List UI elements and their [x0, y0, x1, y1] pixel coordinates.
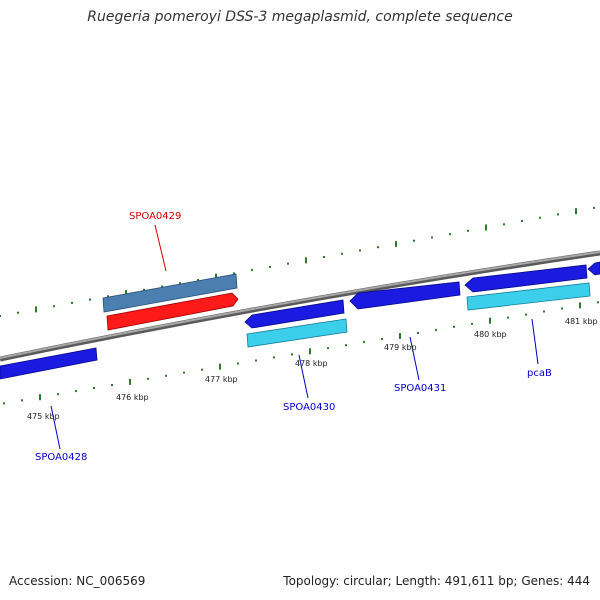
- cds-spoa0431[interactable]: [349, 281, 461, 310]
- gene-pcab[interactable]: [466, 282, 591, 311]
- leader-spoa0429: [154, 224, 167, 272]
- accession-text: Accession: NC_006569: [9, 574, 146, 588]
- gene-label-pcab[interactable]: pcaB: [527, 368, 552, 379]
- tick-label: 480 kbp: [474, 330, 507, 339]
- map-title: Ruegeria pomeroyi DSS-3 megaplasmid, com…: [87, 9, 513, 25]
- gene-label-spoa0430[interactable]: SPOA0430: [283, 402, 335, 413]
- leader-spoa0428: [50, 405, 61, 450]
- tick-label: 476 kbp: [116, 393, 149, 402]
- cds-spoa0430[interactable]: [244, 299, 345, 329]
- gene-spoa0430[interactable]: [246, 318, 348, 348]
- gene-label-spoa0428[interactable]: SPOA0428: [35, 452, 87, 463]
- tick-label: 475 kbp: [27, 412, 60, 421]
- tick-label: 481 kbp: [565, 317, 598, 326]
- cds-spoa0429[interactable]: [106, 292, 239, 331]
- tick-label: 478 kbp: [295, 359, 328, 368]
- gene-label-spoa0431[interactable]: SPOA0431: [394, 383, 446, 394]
- tick-label: 477 kbp: [205, 375, 238, 384]
- leader-pcab: [531, 318, 539, 365]
- cds-spoa0428[interactable]: [0, 347, 98, 380]
- backbone-line: [0, 250, 600, 362]
- leader-spoa0431: [409, 336, 420, 381]
- leader-spoa0430: [298, 354, 309, 399]
- cds-pcab[interactable]: [464, 264, 588, 293]
- topology-text: Topology: circular; Length: 491,611 bp; …: [283, 574, 590, 588]
- backbone-highlight: [0, 251, 600, 359]
- gene-label-spoa0429[interactable]: SPOA0429: [129, 211, 181, 222]
- cds-next[interactable]: [587, 261, 600, 276]
- tick-label: 479 kbp: [384, 343, 417, 352]
- gene-spoa0429[interactable]: [102, 273, 238, 313]
